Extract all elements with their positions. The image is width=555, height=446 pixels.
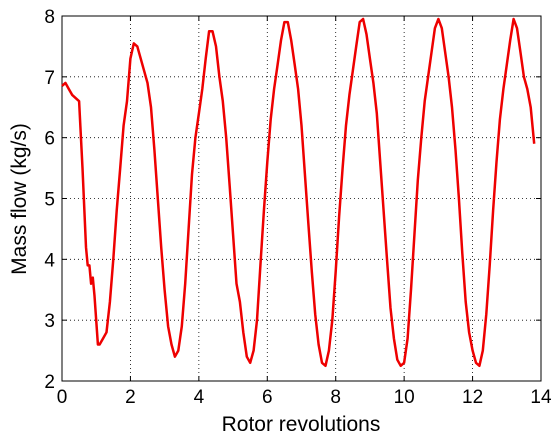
y-tick-label: 2: [44, 372, 55, 393]
y-tick-label: 8: [44, 7, 55, 28]
data-line: [61, 17, 536, 368]
plot-area: [62, 16, 541, 381]
x-tick-label: 12: [462, 387, 483, 408]
y-axis-label: Mass flow (kg/s): [8, 123, 31, 275]
x-tick-label: 4: [194, 387, 205, 408]
y-tick-label: 3: [44, 311, 55, 332]
x-tick-label: 6: [262, 387, 273, 408]
x-axis-label: Rotor revolutions: [222, 413, 381, 436]
y-tick-label: 4: [44, 250, 55, 271]
x-tick-label: 2: [125, 387, 136, 408]
x-tick-label: 0: [57, 387, 68, 408]
y-tick-label: 7: [44, 68, 55, 89]
y-tick-label: 5: [44, 190, 55, 211]
y-tick-label: 6: [44, 129, 55, 150]
x-tick-label: 14: [530, 387, 552, 408]
plot-frame: [61, 15, 542, 382]
x-tick-label: 8: [330, 387, 341, 408]
x-tick-label: 10: [394, 387, 415, 408]
